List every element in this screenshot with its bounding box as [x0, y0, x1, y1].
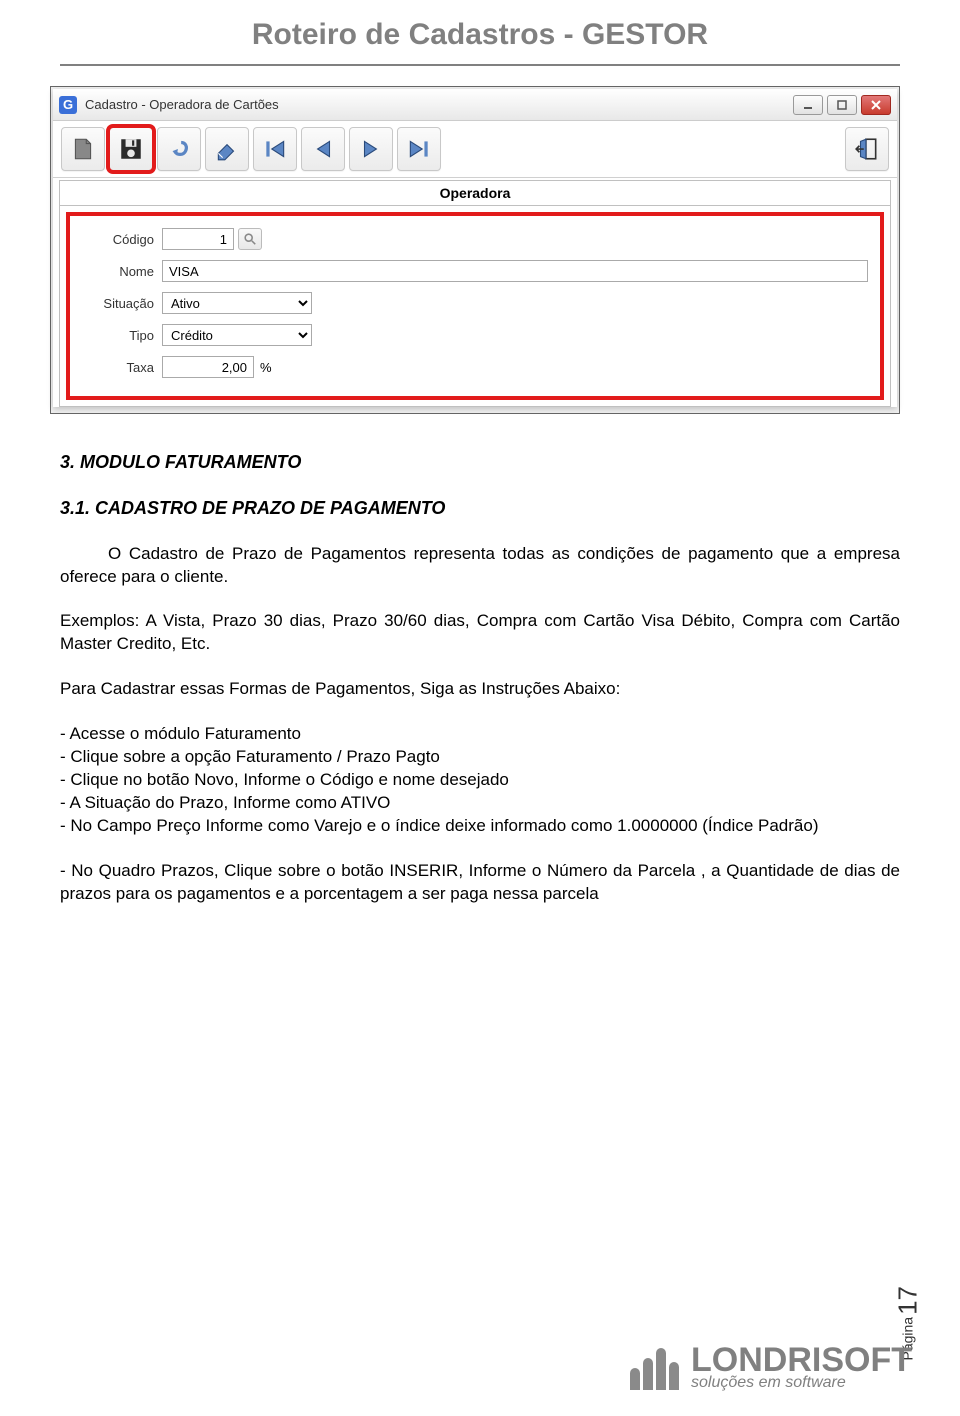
list-item: - No Campo Preço Informe como Varejo e o…: [60, 815, 900, 838]
undo-arrow-icon: [166, 136, 192, 162]
app-screenshot: G Cadastro - Operadora de Cartões: [50, 86, 900, 414]
search-icon: [243, 232, 257, 246]
taxa-label: Taxa: [82, 360, 162, 375]
next-icon: [358, 136, 384, 162]
minimize-button[interactable]: [793, 95, 823, 115]
tab-operadora[interactable]: Operadora: [60, 181, 890, 206]
document-body: 3. MODULO FATURAMENTO 3.1. CADASTRO DE P…: [60, 450, 900, 906]
list-item: - Acesse o módulo Faturamento: [60, 723, 900, 746]
paragraph: Exemplos: A Vista, Prazo 30 dias, Prazo …: [60, 610, 900, 656]
footer: LONDRISOFT soluções em software: [630, 1345, 912, 1392]
prev-button[interactable]: [301, 127, 345, 171]
content-panel: Operadora Código Nome Situação Ativo: [59, 180, 891, 407]
list-item: - Clique no botão Novo, Informe o Código…: [60, 769, 900, 792]
door-exit-icon: [854, 136, 880, 162]
page-title: Roteiro de Cadastros - GESTOR: [0, 18, 960, 52]
first-button[interactable]: [253, 127, 297, 171]
undo-button[interactable]: [157, 127, 201, 171]
header-rule: [60, 64, 900, 66]
next-button[interactable]: [349, 127, 393, 171]
lookup-button[interactable]: [238, 228, 262, 250]
titlebar: G Cadastro - Operadora de Cartões: [53, 89, 897, 121]
taxa-suffix: %: [260, 360, 272, 375]
toolbar: [53, 121, 897, 178]
codigo-label: Código: [82, 232, 162, 247]
footer-logo-icon: [630, 1348, 679, 1390]
paragraph: O Cadastro de Prazo de Pagamentos repres…: [60, 543, 900, 589]
paragraph: Para Cadastrar essas Formas de Pagamento…: [60, 678, 900, 701]
exit-button[interactable]: [845, 127, 889, 171]
tipo-select[interactable]: Crédito: [162, 324, 312, 346]
maximize-button[interactable]: [827, 95, 857, 115]
list-item: - Clique sobre a opção Faturamento / Pra…: [60, 746, 900, 769]
section-heading: 3. MODULO FATURAMENTO: [60, 450, 900, 474]
list-item: - No Quadro Prazos, Clique sobre o botão…: [60, 860, 900, 906]
save-button[interactable]: [109, 127, 153, 171]
codigo-input[interactable]: [162, 228, 234, 250]
footer-text: LONDRISOFT soluções em software: [691, 1345, 912, 1392]
eraser-icon: [214, 136, 240, 162]
footer-brand: LONDRISOFT: [691, 1345, 912, 1376]
first-icon: [262, 136, 288, 162]
page-header: Roteiro de Cadastros - GESTOR: [0, 0, 960, 60]
floppy-icon: [118, 136, 144, 162]
document-icon: [70, 136, 96, 162]
last-icon: [406, 136, 432, 162]
window: G Cadastro - Operadora de Cartões: [53, 89, 897, 407]
close-button[interactable]: [861, 95, 891, 115]
new-button[interactable]: [61, 127, 105, 171]
tipo-label: Tipo: [82, 328, 162, 343]
app-icon: G: [59, 96, 77, 114]
taxa-input[interactable]: [162, 356, 254, 378]
last-button[interactable]: [397, 127, 441, 171]
nome-input[interactable]: [162, 260, 868, 282]
edit-button[interactable]: [205, 127, 249, 171]
nome-label: Nome: [82, 264, 162, 279]
list-item: - A Situação do Prazo, Informe como ATIV…: [60, 792, 900, 815]
situacao-select[interactable]: Ativo: [162, 292, 312, 314]
window-title: Cadastro - Operadora de Cartões: [85, 97, 793, 112]
subsection-heading: 3.1. CADASTRO DE PRAZO DE PAGAMENTO: [60, 496, 900, 520]
situacao-label: Situação: [82, 296, 162, 311]
prev-icon: [310, 136, 336, 162]
window-controls: [793, 95, 891, 115]
form-panel: Código Nome Situação Ativo: [66, 212, 884, 400]
